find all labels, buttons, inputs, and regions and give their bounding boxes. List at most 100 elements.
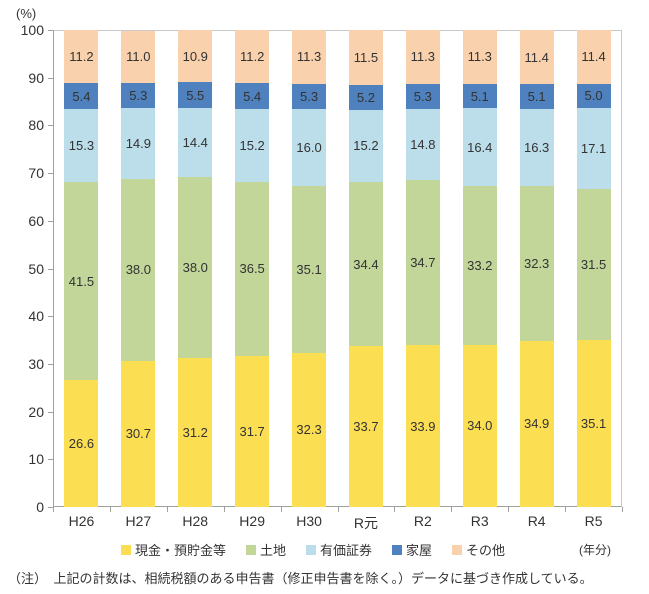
bar-segment: 11.4: [576, 29, 611, 84]
x-axis-tick-label: H28: [182, 513, 209, 529]
x-axis-tick-label: H27: [125, 513, 152, 529]
segment-value-label: 32.3: [523, 256, 550, 271]
bar-segment: 33.7: [348, 346, 383, 507]
y-axis-tick-mark: [48, 316, 53, 318]
plot-area: [53, 30, 622, 507]
legend-item: 現金・預貯金等: [120, 540, 226, 559]
segment-value-label: 38.0: [182, 260, 208, 276]
legend-swatch: [392, 544, 402, 555]
bar-segment: 41.5: [64, 182, 99, 381]
x-axis-tick-label: H30: [296, 513, 322, 529]
x-axis-tick-mark: [280, 507, 282, 512]
bar-segment: 30.7: [121, 360, 156, 507]
y-axis-tick-label: 40: [28, 308, 44, 325]
bar-segment: 5.3: [292, 83, 327, 110]
segment-value-label: 15.2: [239, 137, 265, 153]
segment-value-label: 5.3: [300, 89, 319, 105]
segment-value-label: 16.3: [523, 140, 550, 156]
segment-value-label: 5.4: [72, 88, 91, 104]
segment-value-label: 31.5: [580, 256, 607, 272]
segment-value-label: 5.1: [527, 89, 546, 105]
bar-segment: 15.3: [64, 109, 99, 183]
bar-segment: 5.1: [462, 83, 497, 109]
bar-segment: 33.9: [405, 345, 440, 507]
x-axis-tick-label: R4: [527, 513, 546, 529]
segment-value-label: 34.4: [353, 256, 379, 272]
bar-segment: 34.4: [348, 182, 383, 347]
segment-value-label: 11.4: [524, 49, 549, 65]
bar-segment: 26.6: [64, 380, 99, 507]
segment-value-label: 5.3: [129, 88, 148, 104]
x-axis-tick-mark: [337, 507, 339, 512]
segment-value-label: 35.1: [296, 261, 322, 277]
segment-value-label: 32.3: [296, 422, 322, 438]
bar-segment: 32.3: [519, 186, 554, 341]
x-axis-tick-mark: [394, 507, 396, 512]
x-axis-tick-label: R5: [584, 513, 603, 529]
bar-segment: 5.0: [576, 83, 611, 108]
bar-segment: 33.2: [462, 186, 497, 345]
x-axis-tick-label: H29: [239, 513, 265, 529]
x-axis-unit-label: (年分): [579, 543, 611, 557]
segment-value-label: 11.2: [69, 49, 94, 65]
bar-segment: 34.0: [462, 344, 497, 507]
bar-column: 33.9 34.7 14.8 5.3 11.3: [405, 30, 440, 507]
y-axis-tick-label: 80: [28, 117, 44, 134]
legend-label: 現金・預貯金等: [134, 543, 226, 558]
bar-segment: 11.4: [519, 30, 554, 85]
bar-column: 34.9 32.3 16.3 5.1 11.4: [519, 30, 554, 507]
legend-label: 土地: [259, 543, 286, 558]
bar-column: 31.2 38.0 14.4 5.5 10.9: [178, 30, 213, 507]
y-axis-tick-label: 20: [28, 403, 44, 420]
x-axis-tick-mark: [565, 507, 567, 512]
legend-swatch: [245, 544, 256, 555]
x-axis-tick-label: H26: [68, 513, 95, 529]
bar-segment: 16.0: [292, 109, 327, 186]
segment-value-label: 14.8: [410, 137, 436, 152]
bar-segment: 11.3: [405, 30, 440, 84]
segment-value-label: 16.4: [467, 139, 493, 155]
y-axis-tick-mark: [48, 411, 53, 413]
bar-column: 30.7 38.0 14.9 5.3 11.0: [121, 30, 156, 507]
segment-value-label: 31.7: [239, 423, 265, 439]
bar-segment: 16.3: [519, 108, 554, 187]
bar-segment: 14.4: [178, 108, 213, 177]
segment-value-label: 33.2: [467, 258, 493, 274]
segment-value-label: 5.4: [243, 88, 262, 104]
bar-column: 31.7 36.5 15.2 5.4 11.2: [235, 30, 270, 507]
bar-column: 33.7 34.4 15.2 5.2 11.5: [348, 30, 383, 507]
legend-item: 家屋: [392, 540, 432, 559]
bar-segment: 38.0: [178, 176, 213, 359]
y-axis-tick-label: 60: [28, 212, 44, 229]
segment-value-label: 5.0: [584, 88, 603, 104]
segment-value-label: 38.0: [125, 262, 151, 278]
bar-segment: 14.8: [405, 109, 440, 180]
segment-value-label: 34.0: [467, 418, 493, 434]
segment-value-label: 11.3: [410, 49, 436, 65]
bar-segment: 36.5: [235, 181, 270, 356]
bar-segment: 11.3: [462, 30, 497, 84]
bar-segment: 10.9: [178, 30, 213, 83]
bar-segment: 34.9: [519, 340, 554, 507]
segment-value-label: 30.7: [125, 426, 151, 442]
y-axis-tick-label: 50: [28, 260, 44, 277]
bar-segment: 15.2: [348, 109, 383, 183]
segment-value-label: 33.9: [410, 418, 436, 434]
x-axis-tick-mark: [451, 507, 453, 512]
y-axis-tick-mark: [48, 220, 53, 222]
segment-value-label: 31.2: [182, 425, 208, 441]
bar-segment: 5.3: [121, 82, 156, 109]
bar-segment: 16.4: [462, 108, 497, 187]
y-axis-tick-label: 30: [28, 355, 44, 372]
legend-swatch: [305, 544, 316, 555]
y-axis-tick-mark: [48, 77, 53, 79]
segment-value-label: 5.5: [186, 87, 205, 103]
segment-value-label: 10.9: [182, 48, 208, 64]
bar-segment: 17.1: [576, 107, 611, 190]
y-axis-tick-mark: [48, 363, 53, 365]
bar-segment: 11.5: [348, 30, 383, 85]
segment-value-label: 16.0: [296, 139, 322, 155]
x-axis-tick-mark: [166, 507, 168, 512]
x-axis-tick-mark: [109, 507, 111, 512]
